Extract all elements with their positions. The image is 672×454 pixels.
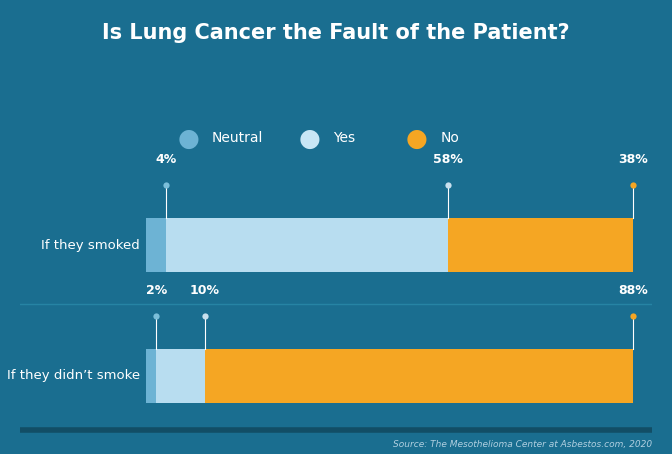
- Text: ●: ●: [298, 127, 320, 150]
- Bar: [146, 218, 166, 272]
- Bar: [166, 218, 448, 272]
- Text: ●: ●: [406, 127, 427, 150]
- Text: If they smoked: If they smoked: [42, 239, 140, 252]
- Text: Source: The Mesothelioma Center at Asbestos.com, 2020: Source: The Mesothelioma Center at Asbes…: [392, 440, 652, 449]
- Text: Neutral: Neutral: [212, 132, 263, 145]
- Text: 2%: 2%: [146, 284, 167, 297]
- Text: 38%: 38%: [618, 153, 648, 166]
- Text: ●: ●: [177, 127, 199, 150]
- Text: If they didn’t smoke: If they didn’t smoke: [7, 370, 140, 382]
- Text: 88%: 88%: [618, 284, 648, 297]
- Text: 10%: 10%: [190, 284, 220, 297]
- Bar: [146, 349, 156, 403]
- Text: Is Lung Cancer the Fault of the Patient?: Is Lung Cancer the Fault of the Patient?: [102, 23, 570, 43]
- Text: No: No: [440, 132, 459, 145]
- Bar: [205, 349, 633, 403]
- Bar: [156, 349, 205, 403]
- Text: Yes: Yes: [333, 132, 355, 145]
- Bar: [448, 218, 633, 272]
- Text: 4%: 4%: [155, 153, 177, 166]
- Text: 58%: 58%: [433, 153, 463, 166]
